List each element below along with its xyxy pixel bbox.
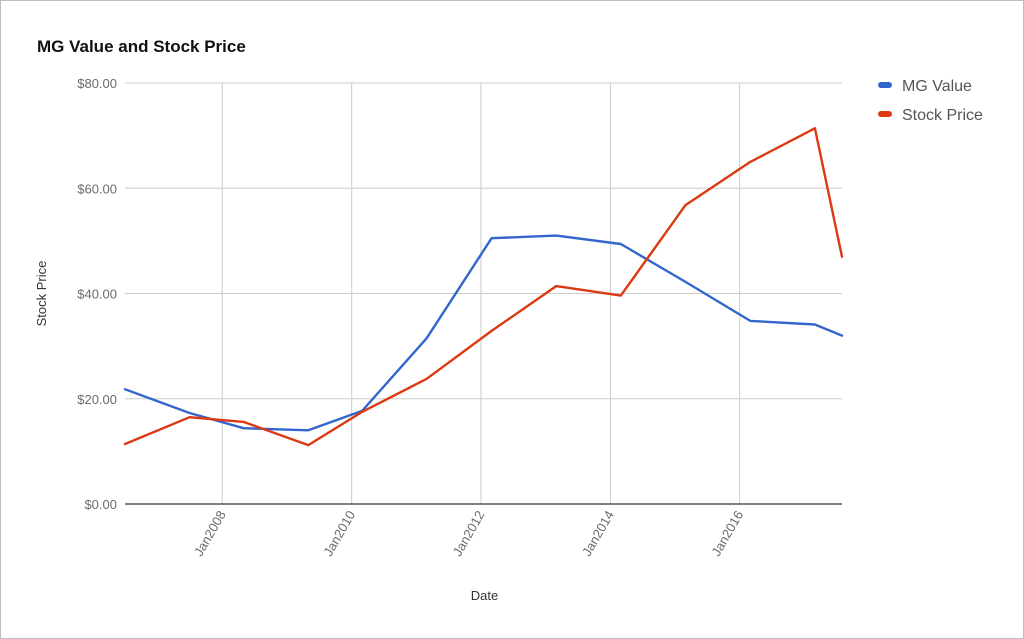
y-tick-label: $60.00 [77,181,117,196]
legend-label[interactable]: Stock Price [902,107,983,124]
legend-swatch[interactable] [878,82,892,88]
axes: $0.00 $20.00 $40.00 $60.00 $80.00 Jan2008 Jan2… [34,76,842,603]
grid-lines [125,82,842,504]
chart-title: MG Value and Stock Price [37,37,246,56]
y-axis-title: Stock Price [34,261,49,327]
series-line-mg-value [123,234,844,432]
x-tick-label: Jan2008 [191,508,229,559]
y-tick-label: $0.00 [84,497,117,512]
x-tick-label: Jan2014 [579,508,617,559]
y-tick-label: $40.00 [77,287,117,302]
y-tick-label: $80.00 [77,76,117,91]
x-tick-label: Jan2012 [450,508,488,559]
x-axis-title: Date [471,588,498,603]
legend-label[interactable]: MG Value [902,78,972,95]
x-tick-label: Jan2010 [320,508,358,559]
legend[interactable]: MG Value Stock Price [878,78,983,124]
x-tick-label: Jan2016 [708,508,746,559]
series-line-stock-price [123,127,844,447]
y-tick-label: $20.00 [77,392,117,407]
series-lines [123,127,844,447]
legend-swatch[interactable] [878,111,892,117]
